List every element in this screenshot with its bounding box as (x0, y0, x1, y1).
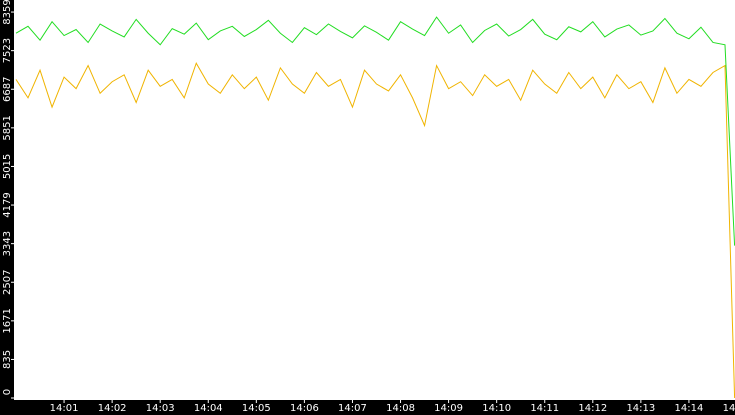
y-axis-strip (0, 0, 14, 415)
x-tick-label: 14:07 (338, 403, 367, 414)
y-tick-label: 6687 (2, 77, 13, 102)
x-tick-label: 14:15 (723, 403, 735, 414)
series-line (15, 62, 735, 399)
y-tick-label: 1671 (2, 308, 13, 333)
x-tick-label: 14:09 (434, 403, 463, 414)
x-tick-label: 14:11 (530, 403, 559, 414)
x-tick-label: 14:05 (242, 403, 271, 414)
x-tick-label: 14:03 (146, 403, 175, 414)
y-tick-label: 4179 (2, 192, 13, 217)
x-tick-label: 14:12 (578, 403, 607, 414)
x-tick-label: 14:08 (386, 403, 415, 414)
x-tick-label: 14:02 (98, 403, 127, 414)
x-tick-label: 14:01 (50, 403, 79, 414)
y-tick-label: 5015 (2, 154, 13, 179)
x-tick-label: 14:14 (675, 403, 704, 414)
x-tick-label: 14:06 (290, 403, 319, 414)
y-tick-label: 835 (2, 350, 13, 369)
y-tick-label: 2507 (2, 270, 13, 295)
y-tick-label: 0 (2, 389, 13, 395)
y-tick-label: 7523 (2, 38, 13, 63)
x-tick-label: 14:04 (194, 403, 223, 414)
y-tick-label: 5851 (2, 115, 13, 140)
y-tick-label: 8359 (2, 0, 13, 25)
x-tick-label: 14:10 (482, 403, 511, 414)
series-line (15, 16, 735, 246)
x-axis-strip (0, 400, 735, 415)
x-tick-label: 14:13 (626, 403, 655, 414)
y-tick-label: 3343 (2, 231, 13, 256)
